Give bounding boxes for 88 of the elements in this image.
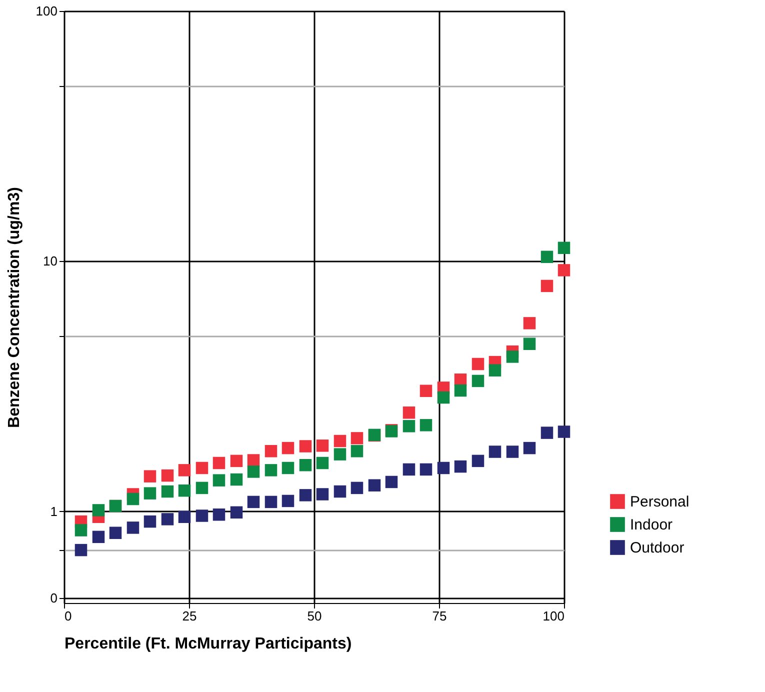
y-axis-title: Benzene Concentration (ug/m3) xyxy=(6,187,23,428)
point xyxy=(264,464,278,476)
point xyxy=(144,487,156,500)
point xyxy=(368,479,381,492)
point xyxy=(74,524,88,536)
point xyxy=(212,508,226,521)
point xyxy=(558,426,570,438)
point xyxy=(247,466,260,478)
point xyxy=(334,485,346,498)
point xyxy=(523,442,536,454)
point xyxy=(488,364,502,376)
x-tick-label: 25 xyxy=(182,608,197,624)
point xyxy=(402,406,416,419)
point xyxy=(282,494,294,508)
point xyxy=(506,350,519,363)
point xyxy=(247,454,260,466)
point xyxy=(420,384,432,397)
point xyxy=(264,445,278,458)
point xyxy=(472,358,484,370)
point xyxy=(92,530,105,544)
point xyxy=(230,506,243,519)
point xyxy=(316,456,329,470)
point xyxy=(334,448,346,460)
x-tick-label: 50 xyxy=(307,608,322,624)
point xyxy=(126,492,140,506)
point xyxy=(299,440,312,452)
point xyxy=(385,476,398,488)
point xyxy=(472,454,484,468)
point xyxy=(350,445,364,458)
y-tick-label: 0 xyxy=(50,590,58,606)
point xyxy=(437,462,450,474)
point xyxy=(334,434,346,448)
point xyxy=(178,464,191,476)
point xyxy=(282,462,294,474)
point xyxy=(402,420,416,432)
point xyxy=(161,513,174,526)
point xyxy=(316,440,329,452)
y-tick-label: 100 xyxy=(36,4,58,18)
point xyxy=(299,458,312,472)
point xyxy=(540,280,554,292)
legend-label: Personal xyxy=(630,494,690,510)
point xyxy=(247,496,260,508)
point xyxy=(540,250,554,264)
point xyxy=(212,474,226,486)
point xyxy=(144,515,156,528)
point xyxy=(316,488,329,500)
point xyxy=(350,482,364,494)
point xyxy=(230,473,243,486)
point xyxy=(144,470,156,482)
point xyxy=(472,374,484,388)
point xyxy=(178,510,191,524)
x-tick-label: 100 xyxy=(542,608,564,624)
point xyxy=(540,426,554,439)
point xyxy=(196,510,208,522)
point xyxy=(92,504,105,516)
legend-label: Indoor xyxy=(630,516,673,534)
point xyxy=(161,485,174,498)
point xyxy=(488,446,502,458)
legend-label: Outdoor xyxy=(630,540,684,556)
x-tick-label: 75 xyxy=(432,608,447,624)
y-tick-label: 10 xyxy=(43,254,58,269)
point xyxy=(506,446,519,458)
x-tick-label: 0 xyxy=(64,608,72,624)
point xyxy=(454,460,467,473)
point xyxy=(420,463,432,476)
point xyxy=(523,338,536,350)
point xyxy=(558,242,570,254)
point xyxy=(196,482,208,494)
point xyxy=(523,317,536,330)
point xyxy=(402,463,416,476)
point xyxy=(558,264,570,276)
point xyxy=(230,454,243,468)
point xyxy=(264,496,278,508)
point xyxy=(212,456,226,470)
point xyxy=(74,544,88,556)
point xyxy=(282,442,294,454)
point xyxy=(196,462,208,474)
point xyxy=(350,432,364,444)
point xyxy=(420,419,432,432)
y-tick-label: 1 xyxy=(50,504,58,519)
point xyxy=(126,522,140,534)
x-axis-title: Percentile (Ft. McMurray Participants) xyxy=(64,636,352,652)
point xyxy=(437,391,450,404)
point xyxy=(178,484,191,497)
point xyxy=(454,384,467,397)
point xyxy=(299,489,312,502)
point xyxy=(161,469,174,482)
point xyxy=(109,526,122,539)
